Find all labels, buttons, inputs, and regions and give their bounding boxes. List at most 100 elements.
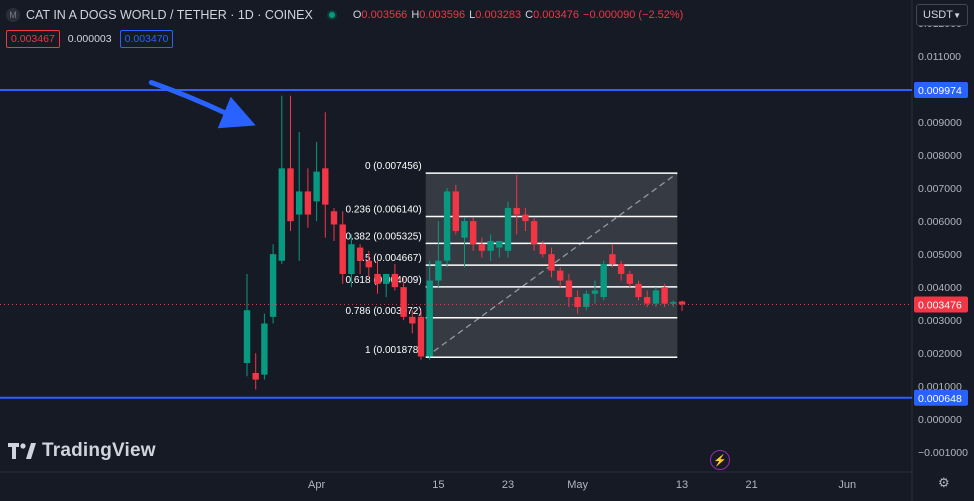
time-axis-tick: 15: [432, 479, 444, 491]
candle-body: [287, 168, 294, 222]
close-value: 0.003476: [533, 9, 580, 21]
candle-body: [269, 254, 277, 317]
price-axis-tick: 0.006000: [918, 216, 962, 228]
buy-button[interactable]: 0.003470: [119, 30, 174, 48]
fib-level-label: 0.382 (0.005325): [346, 231, 422, 242]
candle-body: [348, 244, 355, 274]
last-price-label: 0.003476: [918, 299, 962, 311]
low-label: L: [469, 9, 476, 21]
candle-body: [452, 191, 459, 232]
price-axis-tick: 0.002000: [918, 348, 962, 360]
candle-body: [539, 244, 546, 255]
candle-body: [530, 221, 538, 245]
lightning-icon[interactable]: ⚡: [710, 450, 730, 470]
price-axis-tick: 0.009000: [918, 117, 962, 129]
price-axis-tick: 0.011000: [918, 51, 961, 63]
tradingview-logo[interactable]: TradingView: [8, 440, 156, 462]
close-label: C: [525, 9, 534, 21]
candle-body: [261, 323, 268, 375]
candle-body: [313, 171, 320, 202]
fib-level-label: 0 (0.007456): [365, 161, 422, 172]
candle-body: [565, 280, 573, 298]
price-axis-tick: 0.003000: [918, 315, 962, 327]
chart-header: M CAT IN A DOGS WORLD / TETHER · 1D · CO…: [6, 6, 683, 24]
change-value: −0.000090 (−2.52%): [583, 9, 684, 21]
candle-body: [383, 273, 390, 284]
price-axis-tick: 0.000000: [918, 414, 962, 426]
candle-body: [330, 211, 338, 225]
candle-body: [591, 290, 599, 294]
candle-body: [583, 293, 590, 307]
high-label: H: [411, 9, 420, 21]
candle-body: [252, 372, 259, 380]
price-axis-tick: 0.004000: [918, 282, 962, 294]
candle-body: [391, 273, 399, 288]
candle-body: [574, 297, 581, 307]
candle-body: [461, 221, 468, 238]
candle-body: [304, 191, 312, 215]
candle-body: [243, 310, 251, 364]
line-price-label-bg: [914, 389, 968, 406]
candle-body: [626, 273, 633, 284]
sell-button[interactable]: 0.003467: [6, 30, 60, 48]
candle-body: [322, 168, 329, 205]
candle-body: [678, 301, 686, 305]
symbol-title[interactable]: CAT IN A DOGS WORLD / TETHER · 1D · COIN…: [26, 8, 313, 22]
symbol-logo: M: [6, 8, 20, 22]
candle-body: [522, 214, 529, 222]
candle-body: [426, 280, 433, 357]
fib-level-label: 0.236 (0.006140): [346, 205, 422, 216]
brand-name: TradingView: [42, 440, 156, 461]
candle-body: [296, 191, 303, 215]
high-value: 0.003596: [419, 9, 466, 21]
candle-body: [557, 270, 564, 281]
open-label: O: [352, 9, 362, 21]
line-price-label-bg: [914, 81, 968, 98]
low-value: 0.003283: [475, 9, 522, 21]
candle-body: [435, 260, 442, 281]
market-status-icon[interactable]: [326, 10, 337, 20]
last-price-label-bg: [914, 296, 968, 313]
time-axis-tick: 23: [502, 479, 514, 491]
candle-body: [417, 316, 425, 357]
time-axis-tick: 21: [745, 479, 757, 491]
candle-body: [635, 283, 642, 298]
candle-body: [478, 244, 486, 251]
candle-body: [513, 207, 520, 215]
line-price-label: 0.009974: [918, 85, 962, 97]
currency-selector[interactable]: USDT ▼: [916, 4, 968, 26]
candle-body: [356, 247, 364, 261]
gear-icon[interactable]: ⚙: [938, 475, 950, 490]
chevron-down-icon: ▼: [953, 10, 961, 20]
candle-body: [374, 273, 381, 284]
candle-body: [609, 254, 616, 265]
candle-body: [409, 316, 416, 324]
candle-body: [365, 260, 372, 268]
spread-value: 0.000003: [67, 33, 112, 45]
candle-body: [600, 264, 607, 298]
tradingview-logo-icon: [8, 443, 36, 459]
candle-body: [278, 168, 285, 261]
candle-body: [487, 240, 494, 251]
time-axis-tick: May: [567, 479, 588, 491]
candle-body: [443, 191, 451, 261]
price-axis-tick: 0.005000: [918, 249, 962, 261]
candle-body: [617, 264, 625, 274]
price-axis-tick: −0.001000: [918, 447, 968, 459]
fib-level-label: 0.5 (0.004667): [357, 253, 422, 264]
price-axis-tick: 0.007000: [918, 183, 962, 195]
time-axis-tick: 13: [676, 479, 688, 491]
candle-body: [652, 290, 660, 304]
candle-body: [661, 287, 668, 304]
open-value: 0.003566: [361, 9, 408, 21]
annotation-arrow: [148, 80, 227, 116]
time-axis-tick: Jun: [838, 479, 856, 491]
fib-level-label: 1 (0.001878): [365, 345, 422, 356]
candle-body: [496, 240, 503, 248]
fib-level-label: 0.786 (0.003072): [346, 306, 422, 317]
candle-body: [339, 224, 346, 274]
candle-body: [470, 221, 477, 245]
candle-body: [400, 287, 407, 317]
